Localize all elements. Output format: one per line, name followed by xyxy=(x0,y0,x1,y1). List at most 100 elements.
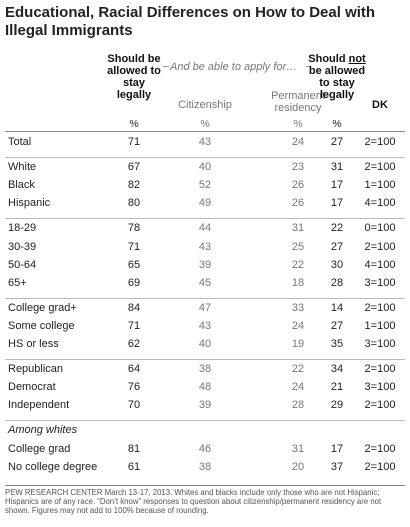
table-cell: 25 xyxy=(291,240,305,253)
table-cell: 40 xyxy=(198,338,212,350)
table-cell: 17 xyxy=(330,197,344,210)
table-cell: 80 xyxy=(127,197,141,210)
table-cell: 81 xyxy=(127,442,141,455)
table-cell: 37 xyxy=(330,460,344,473)
row-label: White xyxy=(8,161,37,174)
row-label: Hispanic xyxy=(8,197,51,210)
table-cell: 39 xyxy=(198,399,212,412)
group-rule xyxy=(5,359,405,361)
table-cell: 46 xyxy=(198,442,212,455)
row-label: 30-39 xyxy=(8,240,37,253)
table-cell: 23 xyxy=(291,161,305,174)
row-label: 18-29 xyxy=(8,222,37,235)
table-cell: 29 xyxy=(330,399,344,412)
table-cell: 64 xyxy=(127,363,141,376)
group-rule xyxy=(5,420,405,422)
table-cell: 78 xyxy=(127,222,141,235)
table-cell: 14 xyxy=(330,301,344,314)
col-header-permanent: Permanent residency xyxy=(271,90,325,114)
table-cell: 4=100 xyxy=(364,258,396,271)
table-cell: 30 xyxy=(330,258,344,271)
table-cell: 17 xyxy=(330,442,344,455)
table-cell: 82 xyxy=(127,179,141,192)
group-rule xyxy=(5,218,405,220)
table-cell: 31 xyxy=(291,442,305,455)
table-cell: 2=100 xyxy=(364,363,396,376)
table-cell: 17 xyxy=(330,179,344,192)
group-heading: Among whites xyxy=(8,424,78,437)
table-cell: 2=100 xyxy=(364,240,396,253)
table-cell: 26 xyxy=(291,197,305,210)
unit-allowed: % xyxy=(129,118,139,130)
table-cell: 4=100 xyxy=(364,197,396,210)
col-header-not-allowed: Should not be allowed to stay legally xyxy=(308,53,366,101)
table-cell: 71 xyxy=(127,136,141,148)
table-cell: 24 xyxy=(291,136,305,148)
table-cell: 84 xyxy=(127,301,141,314)
table-cell: 43 xyxy=(198,319,212,332)
table-cell: 38 xyxy=(198,460,212,473)
unit-not-allowed: % xyxy=(332,118,342,130)
table-cell: 65 xyxy=(127,258,141,271)
row-label: Republican xyxy=(8,363,64,376)
table-cell: 2=100 xyxy=(364,136,396,148)
col-header-allowed: Should be allowed to stay legally xyxy=(107,53,161,101)
table-cell: 48 xyxy=(198,381,212,394)
table-cell: 24 xyxy=(291,381,305,394)
table-cell: 69 xyxy=(127,276,141,289)
row-label: College grad+ xyxy=(8,301,77,314)
table-cell: 22 xyxy=(291,363,305,376)
table-cell: 27 xyxy=(330,240,344,253)
table-cell: 28 xyxy=(330,276,344,289)
table-cell: 67 xyxy=(127,161,141,174)
row-label: College grad xyxy=(8,442,71,455)
header-rule xyxy=(5,131,405,132)
unit-citizenship: % xyxy=(200,118,210,130)
row-label: Some college xyxy=(8,319,75,332)
row-label: Independent xyxy=(8,399,70,412)
underlined-word: not xyxy=(348,53,366,65)
table-cell: 2=100 xyxy=(364,442,396,455)
table-cell: 24 xyxy=(291,319,305,332)
row-label: No college degree xyxy=(8,460,98,473)
table-cell: 1=100 xyxy=(364,179,396,192)
table-cell: 2=100 xyxy=(364,399,396,412)
unit-permanent: % xyxy=(293,118,303,130)
table-cell: 52 xyxy=(198,179,212,192)
row-label: 50-64 xyxy=(8,258,37,271)
table-cell: 62 xyxy=(127,338,141,350)
table-cell: 40 xyxy=(198,161,212,174)
table-cell: 31 xyxy=(330,161,344,174)
table-cell: 71 xyxy=(127,319,141,332)
table-cell: 43 xyxy=(198,136,212,148)
table-cell: 34 xyxy=(330,363,344,376)
table-cell: 35 xyxy=(330,338,344,350)
table-cell: 38 xyxy=(198,363,212,376)
table-cell: 47 xyxy=(198,301,212,314)
table-cell: 2=100 xyxy=(364,301,396,314)
table-cell: 28 xyxy=(291,399,305,412)
group-rule xyxy=(5,297,405,299)
table-cell: 76 xyxy=(127,381,141,394)
table-cell: 2=100 xyxy=(364,161,396,174)
table-cell: 3=100 xyxy=(364,276,396,289)
table-cell: 3=100 xyxy=(364,381,396,394)
table-cell: 3=100 xyxy=(364,338,396,350)
table-cell: 21 xyxy=(330,381,344,394)
table-cell: 71 xyxy=(127,240,141,253)
subheader-line-left xyxy=(163,66,169,67)
chart-title: Educational, Racial Differences on How t… xyxy=(5,4,376,39)
table-cell: 31 xyxy=(291,222,305,235)
table-cell: 18 xyxy=(291,276,305,289)
row-label: 65+ xyxy=(8,276,27,289)
group-rule xyxy=(5,157,405,159)
table-cell: 22 xyxy=(330,222,344,235)
subheader-line-right xyxy=(306,66,310,67)
table-cell: 45 xyxy=(198,276,212,289)
row-label: Total xyxy=(8,136,32,148)
table-cell: 44 xyxy=(198,222,212,235)
footnote: PEW RESEARCH CENTER March 13-17, 2013. W… xyxy=(5,488,382,515)
table-cell: 49 xyxy=(198,197,212,210)
table-cell: 61 xyxy=(127,460,141,473)
